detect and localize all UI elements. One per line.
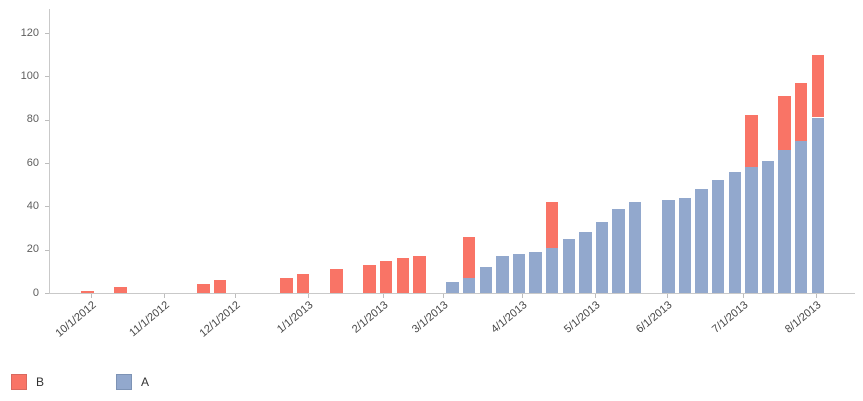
bar-segment-b bbox=[396, 258, 409, 293]
bar-segment-a bbox=[529, 251, 542, 293]
x-tick bbox=[743, 294, 744, 298]
x-axis-label: 4/1/2013 bbox=[489, 299, 530, 336]
x-axis-label: 12/1/2012 bbox=[197, 299, 243, 340]
bar-segment-a bbox=[612, 208, 625, 293]
x-tick bbox=[666, 294, 668, 298]
x-tick bbox=[382, 294, 384, 298]
y-axis-label: 120 bbox=[20, 26, 39, 39]
bar-segment-b bbox=[280, 277, 293, 293]
bar-segment-b bbox=[811, 54, 824, 118]
bar-segment-b bbox=[114, 286, 127, 293]
bar-segment-a bbox=[662, 199, 675, 293]
legend-label-a: A bbox=[141, 375, 150, 389]
bar-segment-b bbox=[330, 269, 343, 293]
bar-segment-b bbox=[213, 280, 227, 293]
bar-segment-b bbox=[462, 236, 476, 278]
y-tick bbox=[45, 33, 49, 35]
bar-segment-b bbox=[778, 95, 791, 150]
bar-segment-a bbox=[562, 238, 575, 293]
bar-segment-a bbox=[711, 180, 725, 293]
bar-segment-a bbox=[695, 189, 708, 293]
x-tick bbox=[308, 294, 310, 298]
bar-segment-b bbox=[296, 273, 310, 293]
x-tick bbox=[595, 294, 597, 298]
bar-segment-a bbox=[761, 160, 775, 293]
bar-segment-a bbox=[728, 171, 741, 293]
bar-segment-a bbox=[811, 117, 824, 293]
x-axis-label: 8/1/2013 bbox=[783, 299, 824, 336]
x-axis-label: 1/1/2013 bbox=[275, 299, 316, 336]
bar-segment-a bbox=[579, 232, 592, 293]
bar-segment-b bbox=[794, 82, 808, 142]
y-tick bbox=[45, 293, 49, 294]
y-axis-label: 100 bbox=[20, 69, 39, 82]
bar-segment-a bbox=[794, 141, 808, 293]
x-axis-label: 2/1/2013 bbox=[349, 299, 391, 336]
bar-segment-a bbox=[545, 247, 559, 293]
x-tick bbox=[522, 294, 524, 298]
y-tick bbox=[45, 76, 49, 78]
legend-swatch-a bbox=[116, 374, 132, 390]
y-tick bbox=[45, 206, 49, 208]
x-tick bbox=[442, 294, 444, 298]
bar-segment-a bbox=[778, 150, 791, 293]
x-tick bbox=[816, 294, 818, 298]
bar-segment-a bbox=[512, 254, 526, 293]
bar-segment-b bbox=[379, 260, 393, 293]
bar-segment-a bbox=[446, 282, 459, 293]
x-axis-label: 6/1/2013 bbox=[633, 299, 675, 336]
bar-segment-a bbox=[479, 267, 492, 293]
bar-segment-b bbox=[363, 264, 376, 293]
x-axis-line bbox=[49, 293, 855, 294]
x-axis-label: 11/1/2012 bbox=[126, 299, 172, 340]
y-axis-label: 20 bbox=[26, 243, 39, 256]
legend-swatch-b bbox=[11, 374, 27, 390]
bar-segment-b bbox=[745, 115, 758, 168]
bar-segment-a bbox=[678, 197, 692, 293]
bar-segment-a bbox=[745, 167, 758, 293]
x-tick bbox=[90, 294, 92, 298]
bar-segment-a bbox=[496, 256, 509, 293]
x-axis-label: 3/1/2013 bbox=[409, 299, 451, 336]
x-axis-label: 10/1/2012 bbox=[53, 299, 99, 340]
bar-segment-b bbox=[545, 202, 559, 248]
y-tick bbox=[45, 163, 49, 164]
y-axis-label: 60 bbox=[26, 156, 39, 169]
legend-item-a[interactable]: A bbox=[116, 374, 149, 390]
x-tick bbox=[235, 294, 237, 298]
x-tick bbox=[163, 294, 165, 298]
y-axis-label: 0 bbox=[32, 286, 39, 299]
y-axis-label: 80 bbox=[26, 113, 39, 126]
y-tick bbox=[45, 119, 49, 121]
bar-segment-b bbox=[197, 284, 210, 293]
bar-segment-b bbox=[413, 256, 426, 293]
bar-segment-b bbox=[81, 290, 94, 293]
y-tick bbox=[45, 249, 49, 251]
bar-segment-a bbox=[462, 277, 476, 293]
x-axis-label: 7/1/2013 bbox=[710, 299, 751, 336]
legend-item-b[interactable]: B bbox=[11, 374, 44, 390]
y-axis-label: 40 bbox=[26, 199, 39, 212]
legend-label-b: B bbox=[36, 375, 45, 389]
x-axis-label: 5/1/2013 bbox=[562, 299, 603, 336]
bar-segment-a bbox=[595, 221, 609, 293]
y-axis-line bbox=[49, 9, 50, 293]
bar-segment-a bbox=[628, 202, 642, 293]
